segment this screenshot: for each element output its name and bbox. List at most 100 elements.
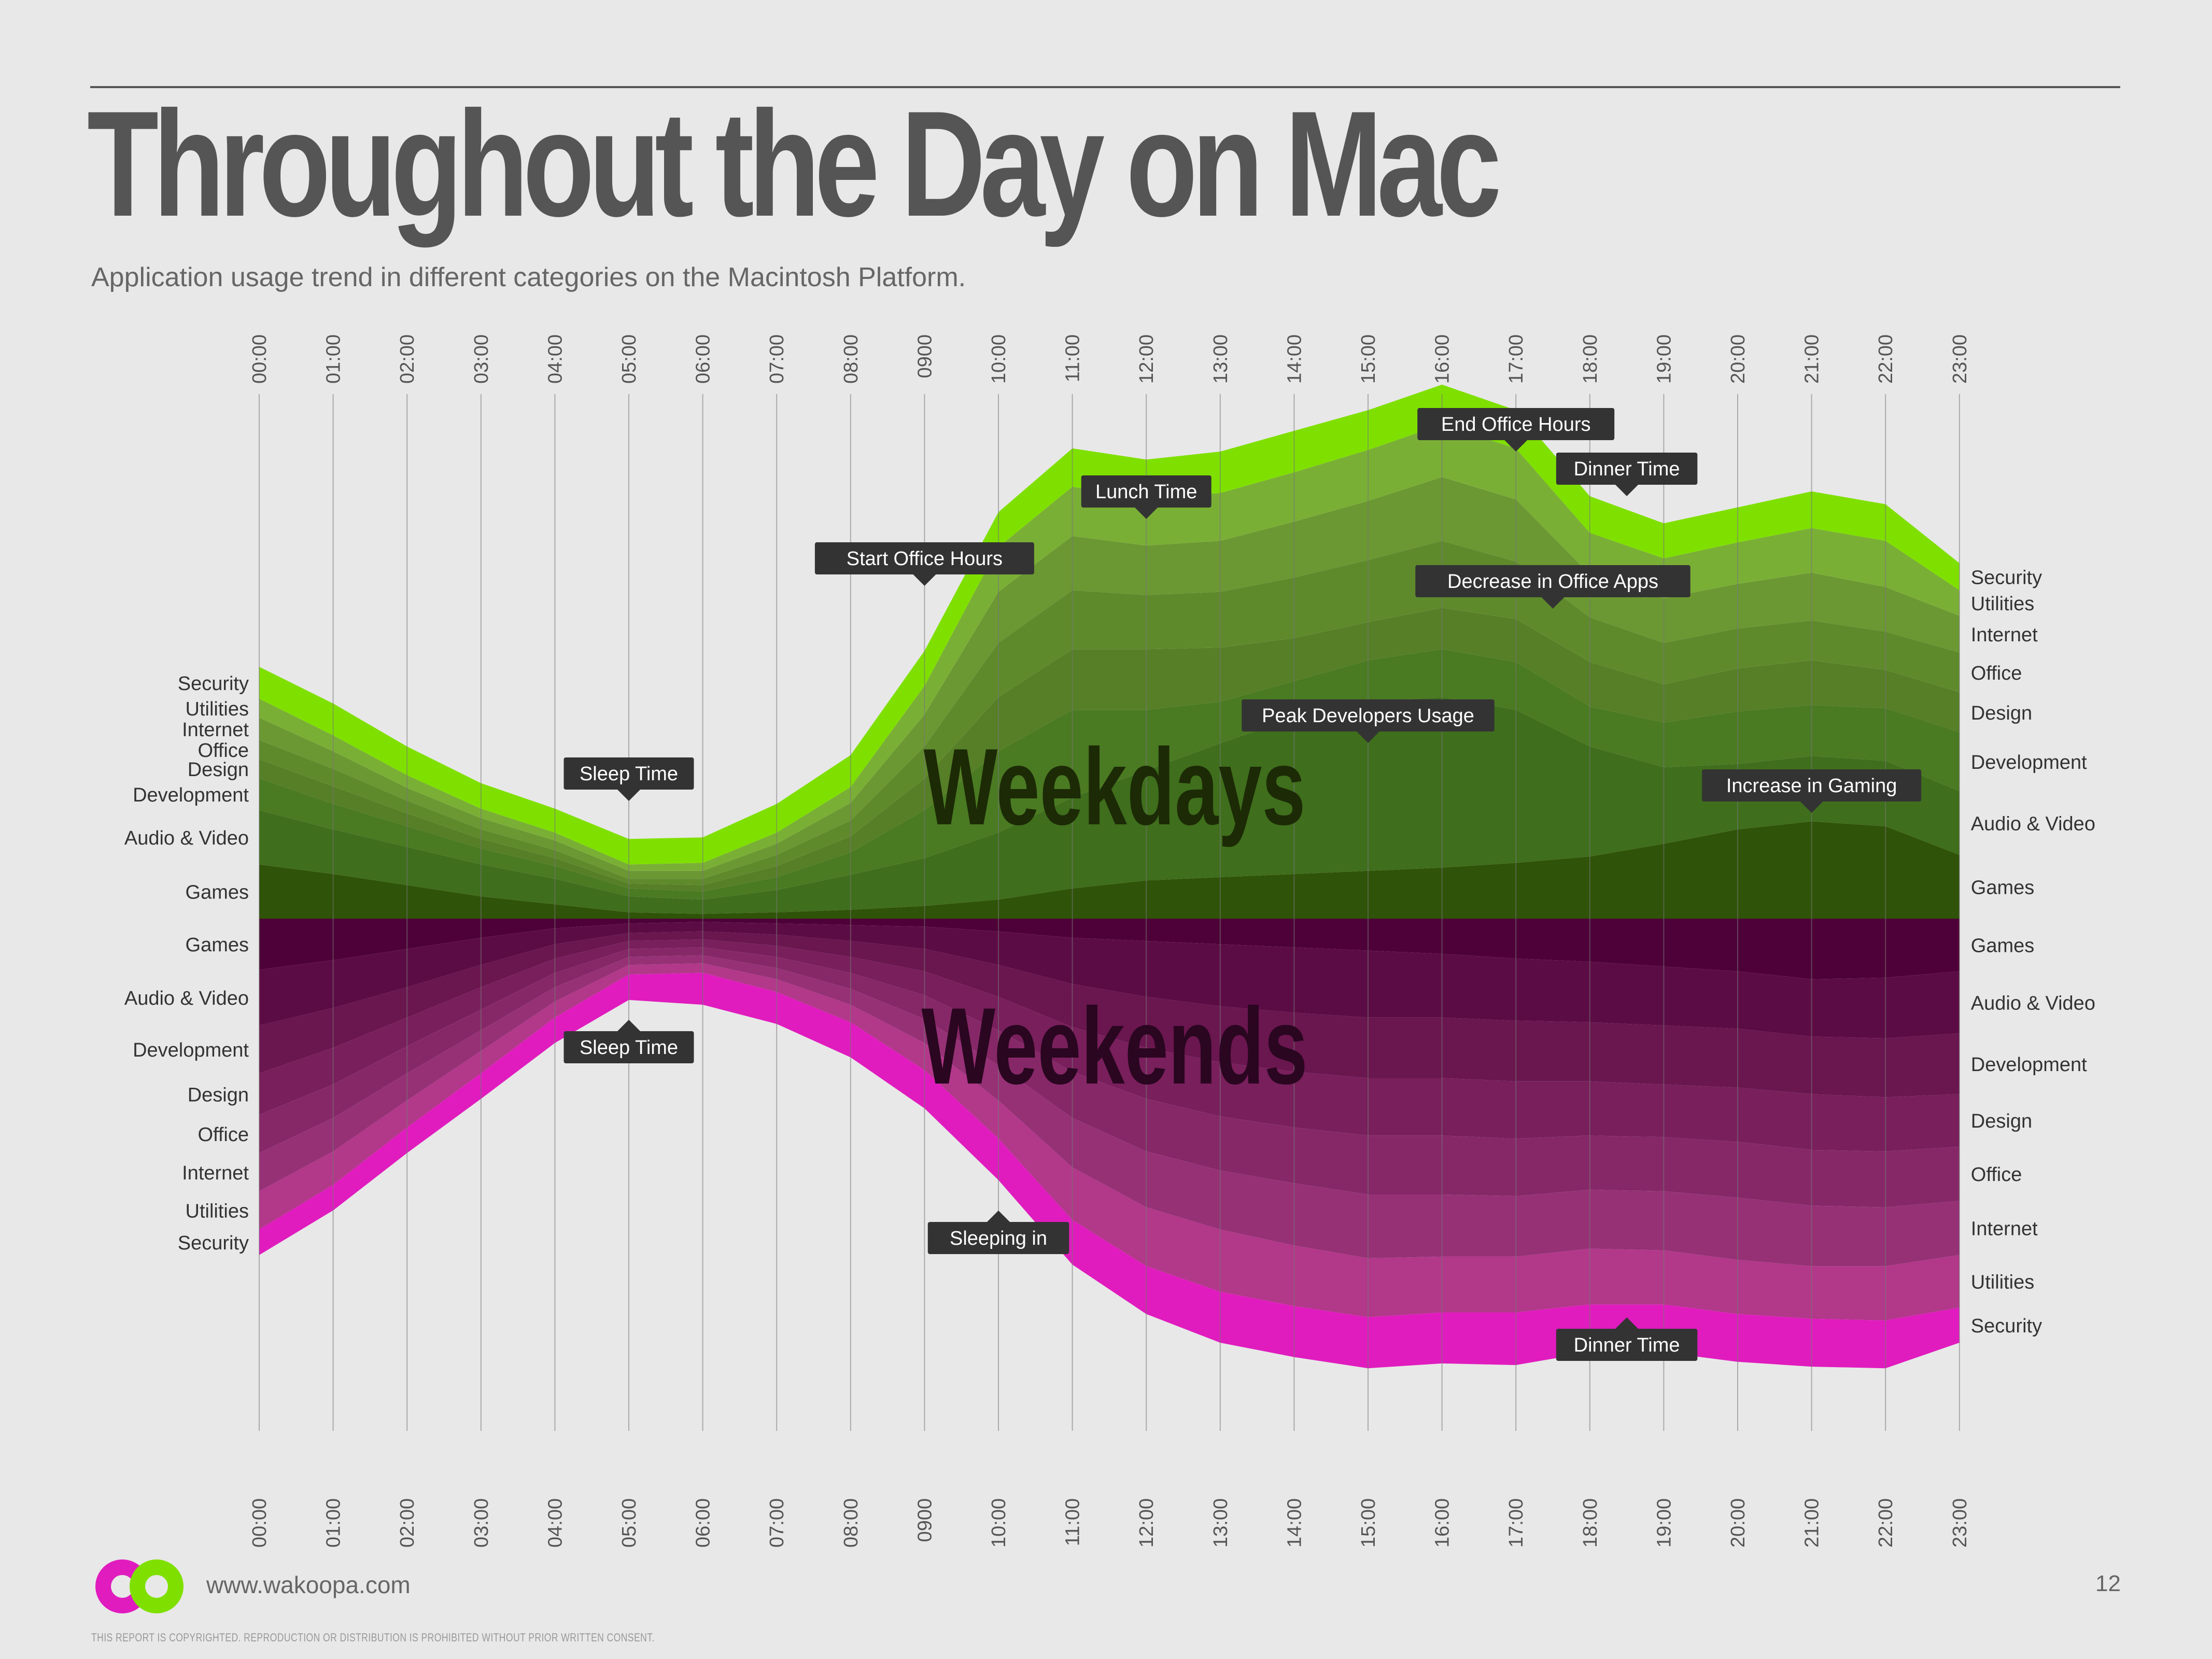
tick-label-bottom-20: 20:00	[1727, 1498, 1749, 1548]
tick-label-top-9: 0900	[914, 334, 936, 378]
weekday-annotation-pointer-2	[1135, 508, 1158, 519]
weekday-label-right-4: Design	[1971, 702, 2032, 724]
tick-label-bottom-6: 06:00	[693, 1498, 714, 1548]
weekend-label-left-2: Development	[133, 1039, 249, 1061]
tick-label-top-5: 05:00	[618, 334, 640, 384]
weekday-annotation-box-6	[1242, 699, 1495, 732]
weekend-label-right-0: Games	[1971, 935, 2034, 957]
weekday-label-left-1: Utilities	[186, 698, 249, 720]
weekend-annotation-1: Sleeping in	[927, 1211, 1069, 1254]
weekday-label-left-7: Games	[186, 882, 249, 904]
tick-label-top-13: 13:00	[1210, 334, 1232, 384]
weekend-annotation-box-2	[1556, 1329, 1698, 1361]
weekday-annotation-box-1	[814, 542, 1034, 574]
weekday-annotation-pointer-3	[1504, 440, 1528, 452]
tick-label-bottom-9: 0900	[914, 1498, 936, 1542]
tick-label-bottom-23: 23:00	[1949, 1498, 1971, 1548]
tick-label-bottom-1: 01:00	[323, 1498, 345, 1548]
tick-label-top-7: 07:00	[766, 334, 788, 384]
tick-label-top-20: 20:00	[1727, 334, 1749, 384]
tick-label-bottom-16: 16:00	[1432, 1498, 1454, 1548]
weekend-label-left-1: Audio & Video	[124, 988, 249, 1009]
weekend-annotation-text-0: Sleep Time	[580, 1037, 678, 1059]
weekend-annotation-2: Dinner Time	[1556, 1317, 1698, 1361]
weekday-label-right-6: Audio & Video	[1971, 813, 2095, 835]
weekday-area-games	[259, 821, 1960, 919]
weekday-annotation-pointer-5	[1541, 597, 1565, 609]
tick-label-top-22: 22:00	[1875, 334, 1897, 384]
tick-label-top-14: 14:00	[1284, 334, 1305, 384]
weekday-annotation-text-7: Increase in Gaming	[1726, 775, 1897, 797]
title-rule	[90, 86, 2120, 88]
weekday-annotation-text-2: Lunch Time	[1095, 481, 1197, 503]
weekend-area-security	[259, 973, 1960, 1369]
weekend-label-left-3: Design	[188, 1084, 249, 1106]
weekend-label-right-7: Security	[1971, 1315, 2042, 1337]
weekday-label-left-3: Office	[198, 740, 249, 762]
tick-label-top-6: 06:00	[693, 334, 714, 384]
weekday-label-right-1: Utilities	[1971, 593, 2034, 615]
weekday-annotation-1: Start Office Hours	[814, 542, 1034, 586]
weekend-label-right-4: Office	[1971, 1164, 2022, 1186]
weekend-label-right-1: Audio & Video	[1971, 992, 2095, 1014]
weekend-label-right-2: Development	[1971, 1054, 2087, 1076]
weekday-annotation-box-7	[1702, 769, 1922, 802]
weekday-annotation-6: Peak Developers Usage	[1242, 699, 1495, 743]
weekday-annotation-box-2	[1081, 475, 1211, 508]
weekend-label-left-4: Office	[198, 1124, 249, 1146]
weekend-area-internet	[259, 955, 1960, 1267]
tick-label-top-1: 01:00	[323, 334, 345, 384]
weekday-annotation-text-0: Sleep Time	[580, 763, 678, 785]
tick-label-bottom-17: 17:00	[1505, 1498, 1527, 1548]
tick-label-bottom-10: 10:00	[988, 1498, 1010, 1548]
tick-label-bottom-5: 05:00	[618, 1498, 640, 1548]
weekday-area-internet	[259, 477, 1960, 879]
tick-label-bottom-18: 18:00	[1580, 1498, 1601, 1548]
weekday-label-left-2: Internet	[182, 719, 249, 741]
weekend-label-right-5: Internet	[1971, 1218, 2038, 1240]
wakoopa-logo	[95, 1559, 184, 1613]
weekday-label-left-0: Security	[178, 673, 249, 695]
weekends-overlay-label: Weekends	[921, 985, 1307, 1106]
tick-label-top-2: 02:00	[397, 334, 418, 384]
weekday-label-right-3: Office	[1971, 663, 2022, 684]
weekday-label-right-2: Internet	[1971, 624, 2038, 646]
weekday-label-right-5: Development	[1971, 752, 2087, 774]
weekend-area-games	[259, 919, 1960, 979]
tick-label-bottom-11: 11:00	[1062, 1498, 1084, 1546]
weekend-area-development	[259, 931, 1960, 1098]
weekend-annotation-text-1: Sleeping in	[950, 1228, 1047, 1249]
weekday-label-left-6: Audio & Video	[124, 827, 249, 849]
weekday-annotation-3: End Office Hours	[1417, 408, 1615, 452]
tick-label-top-12: 12:00	[1136, 334, 1158, 384]
tick-label-top-10: 10:00	[988, 334, 1010, 384]
weekday-annotation-text-1: Start Office Hours	[847, 548, 1003, 570]
tick-label-bottom-8: 08:00	[840, 1498, 862, 1548]
footer-url[interactable]: www.wakoopa.com	[206, 1571, 411, 1598]
page-number: 12	[2095, 1571, 2121, 1596]
weekend-label-right-3: Design	[1971, 1110, 2032, 1132]
tick-label-top-16: 16:00	[1432, 334, 1454, 384]
weekend-annotation-pointer-2	[1615, 1317, 1639, 1329]
tick-label-top-8: 08:00	[840, 334, 862, 384]
tick-label-top-17: 17:00	[1505, 334, 1527, 384]
weekday-annotation-pointer-0	[617, 790, 640, 801]
tick-label-bottom-21: 21:00	[1801, 1498, 1823, 1548]
weekend-area-design	[259, 939, 1960, 1151]
tick-label-bottom-2: 02:00	[397, 1498, 418, 1548]
tick-label-bottom-13: 13:00	[1210, 1498, 1232, 1548]
weekend-annotation-box-0	[563, 1031, 694, 1063]
copyright-notice: THIS REPORT IS COPYRIGHTED. REPRODUCTION…	[91, 1631, 655, 1644]
tick-label-top-0: 00:00	[249, 334, 271, 384]
weekday-label-right-0: Security	[1971, 567, 2042, 588]
weekend-area-audio-video	[259, 922, 1960, 1038]
weekend-label-left-7: Security	[178, 1232, 249, 1254]
tick-label-bottom-12: 12:00	[1136, 1498, 1158, 1548]
weekend-annotation-pointer-0	[617, 1020, 640, 1031]
tick-label-top-3: 03:00	[471, 334, 492, 384]
weekday-area-utilities	[259, 424, 1960, 871]
weekday-area-design	[259, 608, 1960, 892]
tick-label-bottom-3: 03:00	[471, 1498, 492, 1548]
weekend-annotation-box-1	[927, 1222, 1069, 1254]
